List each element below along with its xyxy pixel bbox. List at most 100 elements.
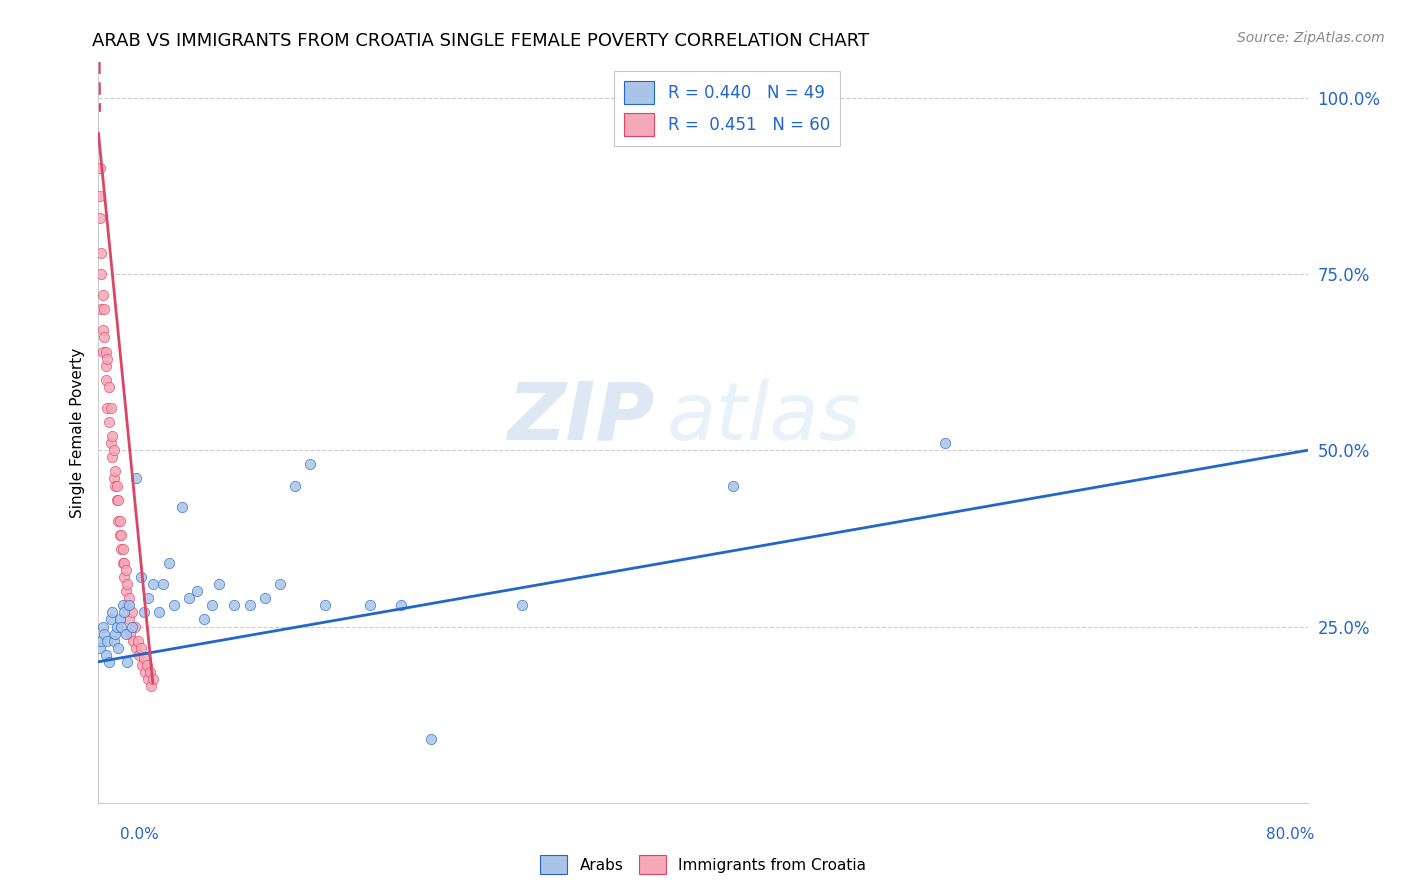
Point [179, 591, 201, 606]
Text: 0.0%: 0.0% [120, 827, 159, 842]
Point [112, 570, 135, 584]
Point [142, 673, 165, 687]
Point [125, 640, 148, 655]
Point [105, 478, 128, 492]
Point [90, 245, 112, 260]
Point [269, 577, 291, 591]
Point [105, 492, 128, 507]
Point [170, 500, 193, 514]
Point [104, 464, 127, 478]
Text: ARAB VS IMMIGRANTS FROM CROATIA SINGLE FEMALE POVERTY CORRELATION CHART: ARAB VS IMMIGRANTS FROM CROATIA SINGLE F… [93, 32, 869, 50]
Point [103, 443, 125, 458]
Point [94, 359, 117, 373]
Point [112, 556, 135, 570]
Point [284, 478, 307, 492]
Point [91, 288, 114, 302]
Text: ZIP: ZIP [508, 379, 655, 457]
Point [129, 570, 152, 584]
Point [360, 599, 382, 613]
Point [89, 640, 111, 655]
Point [110, 528, 132, 542]
Point [163, 599, 186, 613]
Point [132, 606, 155, 620]
Point [112, 606, 135, 620]
Point [136, 673, 159, 687]
Point [125, 471, 148, 485]
Point [124, 619, 146, 633]
Point [107, 492, 129, 507]
Legend: R = 0.440   N = 49, R =  0.451   N = 60: R = 0.440 N = 49, R = 0.451 N = 60 [614, 70, 839, 146]
Point [111, 599, 134, 613]
Point [148, 606, 170, 620]
Point [122, 633, 145, 648]
Point [510, 599, 533, 613]
Point [389, 599, 412, 613]
Point [121, 619, 143, 633]
Point [103, 633, 125, 648]
Point [103, 471, 125, 485]
Point [115, 577, 138, 591]
Point [120, 626, 142, 640]
Point [93, 330, 115, 344]
Point [89, 161, 111, 176]
Point [152, 577, 174, 591]
Point [96, 633, 118, 648]
Point [114, 584, 136, 599]
Point [239, 599, 262, 613]
Point [108, 514, 131, 528]
Point [96, 401, 118, 415]
Point [108, 528, 131, 542]
Point [104, 478, 127, 492]
Point [98, 655, 121, 669]
Point [100, 612, 122, 626]
Point [115, 655, 138, 669]
Point [159, 556, 181, 570]
Point [299, 458, 322, 472]
Point [129, 640, 152, 655]
Point [100, 401, 122, 415]
Point [110, 619, 132, 633]
Point [118, 612, 141, 626]
Point [118, 599, 141, 613]
Point [723, 478, 745, 492]
Point [141, 680, 163, 694]
Y-axis label: Single Female Poverty: Single Female Poverty [69, 348, 84, 517]
Point [201, 599, 224, 613]
Text: atlas: atlas [666, 379, 862, 457]
Point [131, 658, 153, 673]
Point [90, 302, 112, 317]
Point [94, 373, 117, 387]
Point [96, 351, 118, 366]
Point [89, 189, 111, 203]
Point [134, 665, 156, 680]
Point [90, 633, 112, 648]
Point [132, 651, 155, 665]
Point [101, 429, 124, 443]
Point [107, 514, 129, 528]
Point [193, 612, 215, 626]
Point [93, 302, 115, 317]
Point [121, 606, 143, 620]
Point [118, 591, 141, 606]
Point [90, 267, 112, 281]
Point [101, 606, 124, 620]
Point [107, 640, 129, 655]
Point [111, 541, 134, 556]
Point [114, 626, 136, 640]
Point [934, 436, 956, 450]
Point [100, 436, 122, 450]
Point [101, 450, 124, 465]
Text: 80.0%: 80.0% [1267, 827, 1315, 842]
Point [142, 577, 165, 591]
Point [91, 323, 114, 337]
Point [108, 612, 131, 626]
Point [186, 584, 208, 599]
Point [208, 577, 231, 591]
Point [114, 563, 136, 577]
Point [110, 541, 132, 556]
Point [94, 344, 117, 359]
Point [135, 658, 157, 673]
Point [115, 599, 138, 613]
Point [314, 599, 336, 613]
Point [139, 665, 162, 680]
